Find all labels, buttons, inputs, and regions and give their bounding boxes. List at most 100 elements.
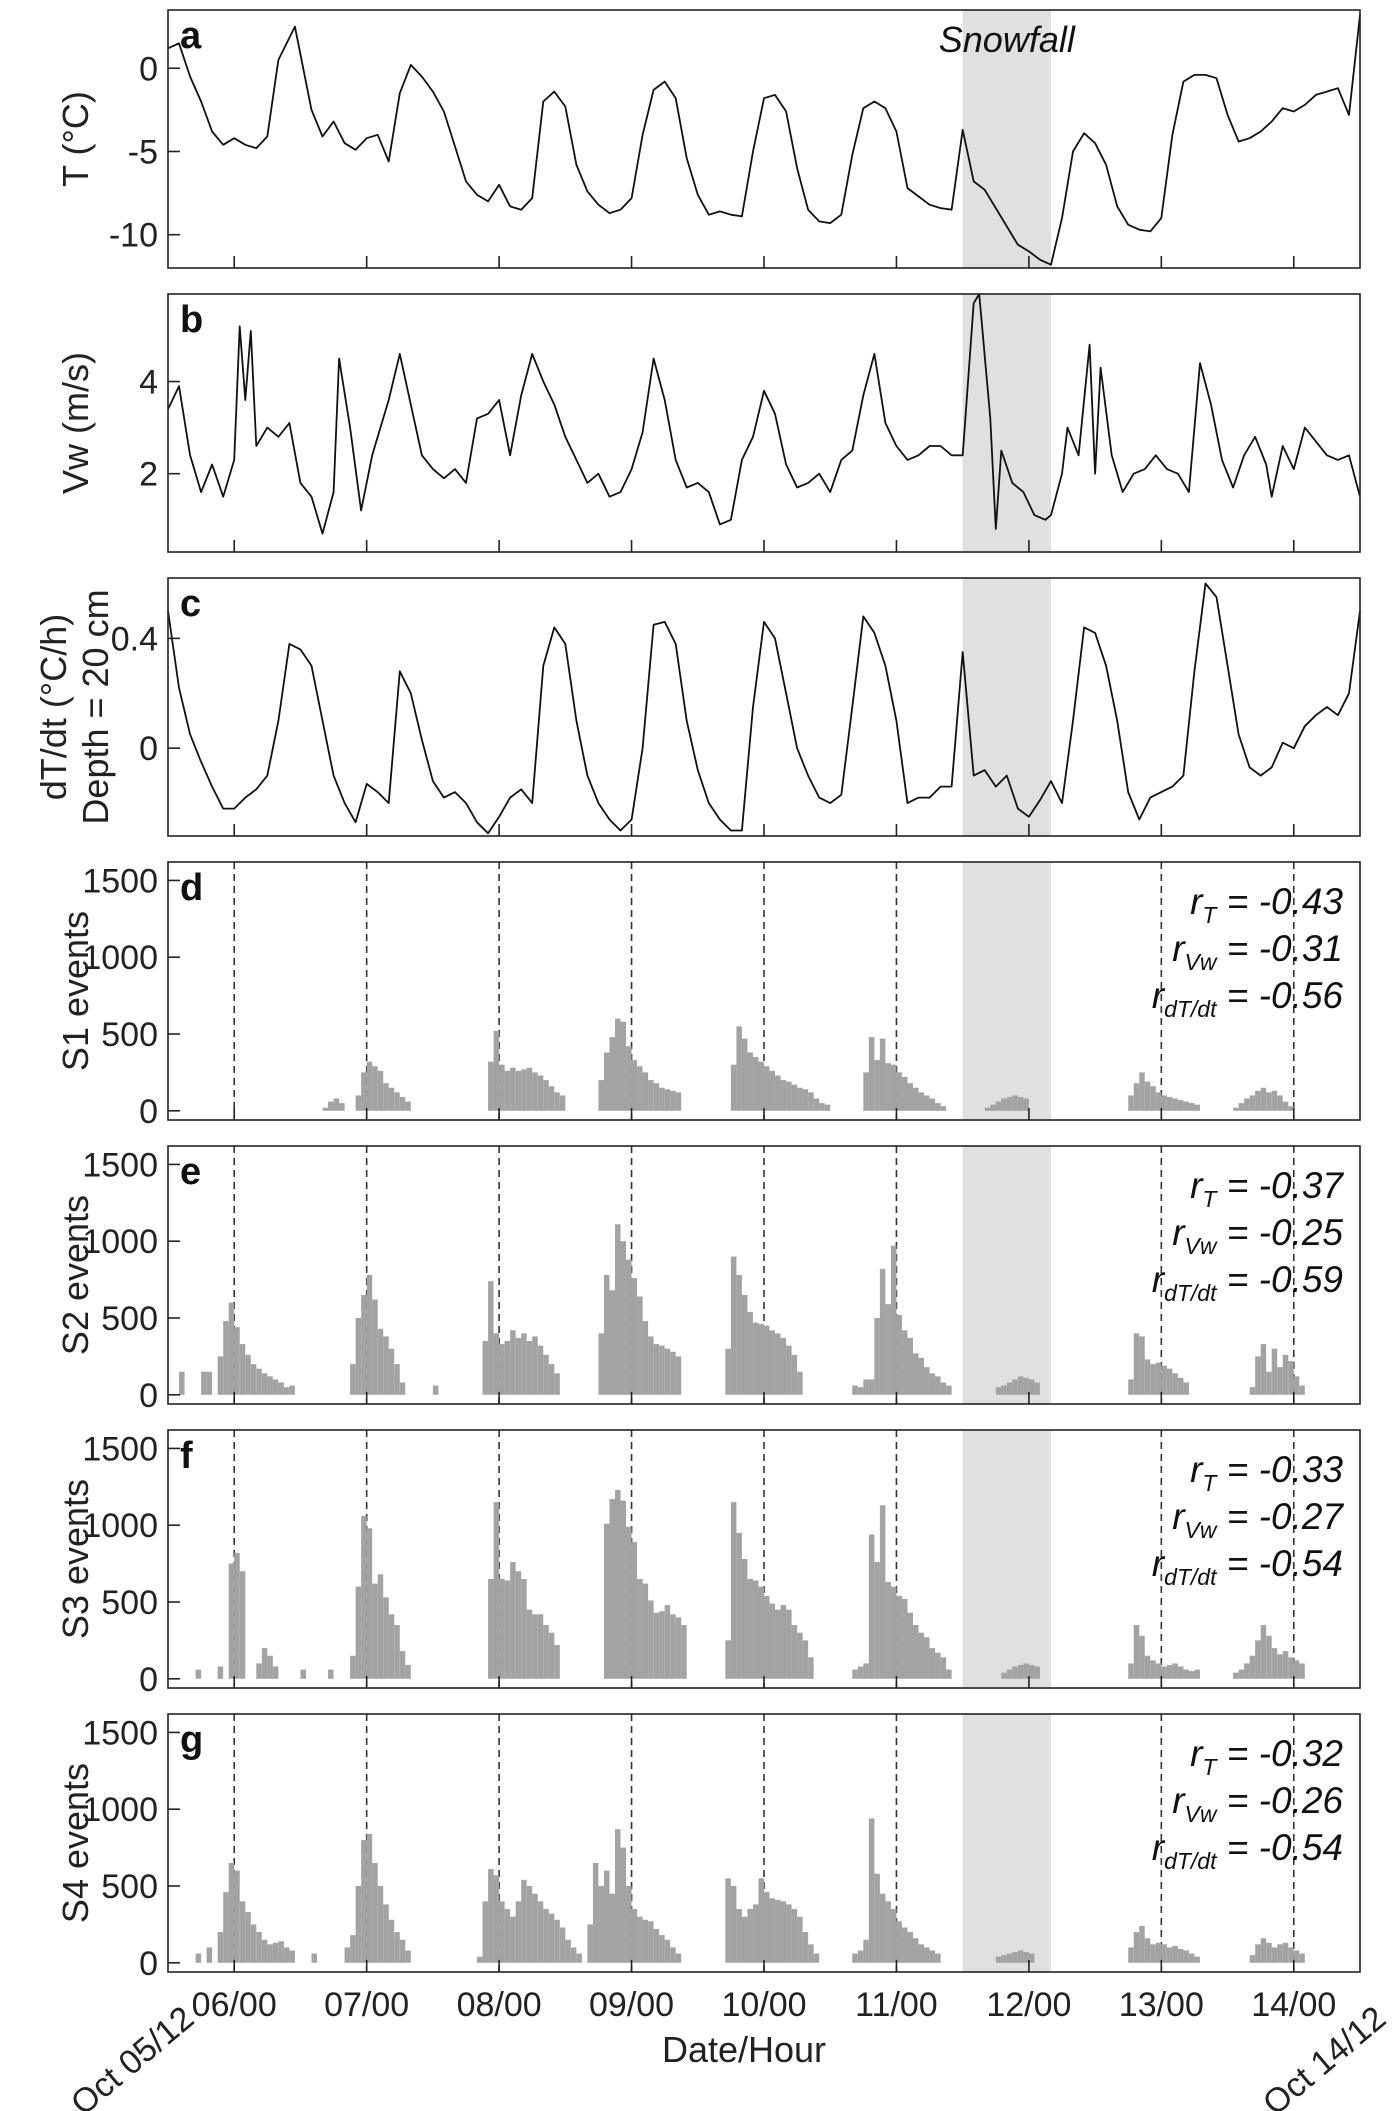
bar: [868, 1534, 875, 1679]
bar: [201, 1371, 207, 1395]
bar: [366, 1833, 373, 1963]
bar: [510, 1916, 516, 1963]
bar: [1012, 1666, 1018, 1679]
corr-value: = -0.25: [1216, 1212, 1343, 1253]
bar: [863, 1939, 869, 1963]
bar: [730, 1064, 737, 1111]
bar: [355, 1318, 362, 1395]
bar: [995, 1956, 1002, 1963]
bar: [990, 1104, 996, 1111]
bar: [890, 1586, 897, 1679]
bar: [901, 1077, 908, 1111]
bar: [377, 1574, 384, 1679]
bar: [664, 1939, 671, 1963]
bar: [250, 1364, 257, 1395]
bar: [890, 1064, 897, 1111]
x-tick-label: 08/00: [457, 1986, 542, 2024]
bar: [267, 1655, 273, 1679]
bar: [234, 1870, 240, 1963]
bar: [598, 1886, 604, 1963]
bar: [642, 1583, 649, 1679]
bar: [1139, 1336, 1145, 1395]
bar: [515, 1070, 522, 1111]
bar: [868, 1379, 875, 1395]
bar: [670, 1351, 676, 1395]
bar: [388, 1919, 395, 1963]
panel-letter: d: [180, 867, 203, 909]
bar: [874, 1318, 880, 1395]
bar: [1233, 1672, 1239, 1679]
bar: [1034, 1382, 1040, 1395]
y-tick-label: 0: [139, 1093, 158, 1131]
corr-r: r: [1172, 928, 1186, 969]
bar: [670, 1614, 676, 1679]
corr-r: r: [1172, 1496, 1186, 1537]
bar: [350, 1655, 356, 1679]
corr-r: r: [1190, 1449, 1204, 1490]
bar: [1128, 1663, 1134, 1679]
bar: [907, 1337, 913, 1395]
panel-letter: c: [180, 583, 201, 625]
bar: [747, 1578, 753, 1679]
bar: [383, 1904, 389, 1963]
bar: [675, 1356, 682, 1395]
bar: [852, 1669, 858, 1679]
corr-subscript: T: [1202, 1754, 1218, 1780]
bar: [648, 1600, 654, 1679]
bar: [1255, 1356, 1261, 1395]
bar: [570, 1947, 577, 1963]
bar: [1282, 1101, 1289, 1111]
bar: [372, 1583, 378, 1679]
bar: [659, 1087, 665, 1111]
bar: [769, 1898, 776, 1963]
y-tick-label: 500: [101, 1868, 158, 1906]
bar: [256, 1663, 262, 1679]
y-tick-label: 500: [101, 1584, 158, 1622]
bar: [609, 1499, 615, 1679]
panel-letter: f: [180, 1435, 193, 1477]
bar: [1023, 1952, 1029, 1963]
bar: [1006, 1096, 1013, 1111]
bar: [515, 1337, 522, 1395]
bar: [559, 1927, 566, 1963]
bar: [1133, 1625, 1140, 1679]
bar: [1177, 1948, 1184, 1963]
bar: [355, 1586, 362, 1679]
corr-subscript: Vw: [1185, 949, 1218, 975]
bar: [791, 1084, 798, 1111]
bar: [1006, 1669, 1013, 1679]
bar: [278, 1382, 284, 1395]
bar: [857, 1950, 864, 1963]
x-tick-label: 13/00: [1119, 1986, 1204, 2024]
y-tick-label: 1000: [82, 1791, 158, 1829]
y-tick-label: 0.4: [111, 620, 158, 658]
bar: [797, 1087, 803, 1111]
corr-r: r: [1152, 1827, 1166, 1868]
bar: [488, 1869, 494, 1963]
bar: [1023, 1663, 1029, 1679]
bar: [366, 1275, 373, 1395]
bar: [1161, 1365, 1167, 1395]
bar: [372, 1299, 378, 1395]
bar: [648, 1921, 654, 1963]
bar: [791, 1625, 798, 1679]
bar: [1299, 1663, 1305, 1679]
bar: [598, 1333, 604, 1395]
bar: [1028, 1664, 1035, 1679]
bar: [565, 1939, 571, 1963]
snowfall-band: [962, 862, 1051, 1120]
bar: [797, 1371, 803, 1395]
x-tick-label: 14/00: [1251, 1986, 1336, 2024]
bar: [620, 1500, 627, 1679]
bar: [328, 1669, 334, 1679]
bar: [388, 1348, 395, 1395]
bar: [554, 1919, 560, 1963]
x-tick-label: 11/00: [855, 1986, 938, 2024]
bar: [1166, 1664, 1173, 1679]
panel-letter: b: [180, 299, 203, 341]
bar: [1299, 1385, 1305, 1395]
bar: [885, 1304, 891, 1395]
bar: [1255, 1090, 1261, 1111]
bar: [620, 1021, 627, 1111]
